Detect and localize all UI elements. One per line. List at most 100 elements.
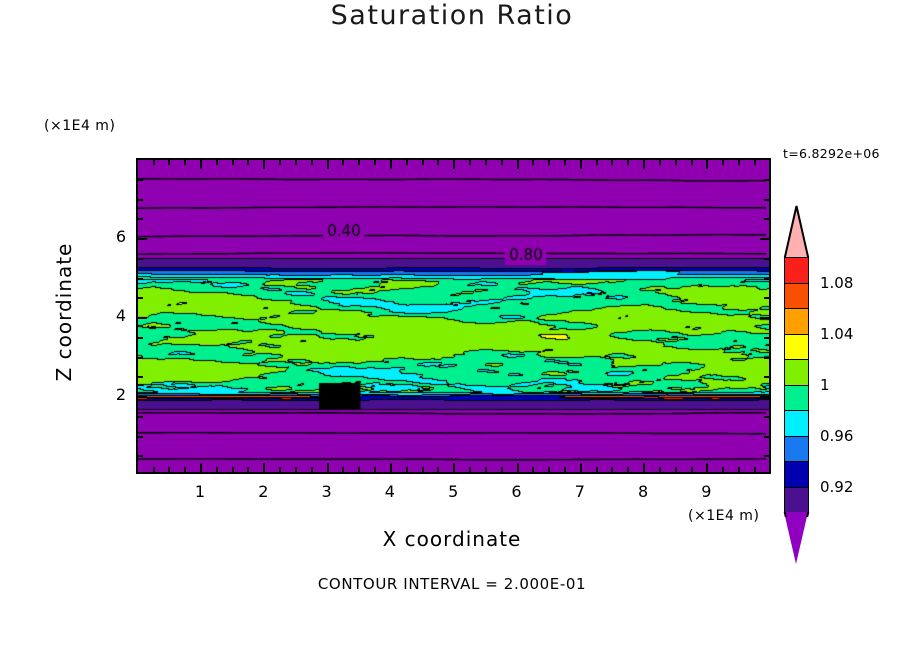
y-axis-title: Z coordinate [52,242,76,382]
axis-tick [437,160,439,165]
colorbar-band [785,436,808,462]
colorbar-bands [784,257,809,514]
axis-tick [764,436,769,438]
axis-tick [453,160,455,169]
axis-tick [643,463,645,472]
x-tick-label: 6 [511,482,522,501]
axis-tick [422,160,424,165]
axis-tick [390,463,392,472]
contour-field-canvas [138,160,769,472]
axis-tick [643,160,645,169]
x-tick-label: 9 [701,482,712,501]
colorbar-band [785,360,808,386]
axis-tick [760,396,769,398]
axis-tick [437,467,439,472]
axis-tick [138,238,147,240]
y-tick-label: 6 [115,227,126,246]
axis-tick [216,467,218,472]
axis-tick [263,463,265,472]
axis-tick [138,199,143,201]
axis-tick [311,467,313,472]
colorbar-tick-label: 0.92 [820,477,854,496]
x-tick-label: 5 [448,482,459,501]
axis-tick [764,416,769,418]
y-axis-unit-label: (×1E4 m) [44,118,116,134]
axis-tick [754,467,756,472]
axis-tick [611,160,613,165]
axis-tick [138,297,143,299]
axis-tick [485,160,487,165]
axis-tick [138,337,143,339]
contour-plot-area [136,158,771,474]
axis-tick [279,160,281,165]
axis-tick [138,376,143,378]
y-tick-label: 4 [115,306,126,325]
axis-tick [232,160,234,165]
axis-tick [764,258,769,260]
x-tick-label: 2 [258,482,269,501]
axis-tick [564,160,566,165]
axis-tick [627,467,629,472]
axis-tick [691,467,693,472]
axis-tick [760,238,769,240]
axis-tick [358,160,360,165]
colorbar-bottom-cap [784,512,808,564]
axis-tick [184,467,186,472]
axis-tick [706,463,708,472]
colorbar-band [785,385,808,411]
x-axis-unit-label: (×1E4 m) [688,508,760,524]
axis-tick [754,160,756,165]
axis-tick [342,467,344,472]
colorbar-band [785,334,808,360]
page-title: Saturation Ratio [330,0,574,31]
axis-tick [580,160,582,169]
colorbar-band [785,283,808,309]
colorbar-band [785,462,808,488]
axis-tick [168,467,170,472]
axis-tick [295,467,297,472]
axis-tick [168,160,170,165]
axis-tick [453,463,455,472]
colorbar-tick-label: 0.96 [820,426,854,445]
y-tick-label: 2 [115,385,126,404]
axis-tick [138,396,147,398]
axis-tick [532,160,534,165]
axis-tick [469,160,471,165]
axis-tick [153,160,155,165]
axis-tick [764,278,769,280]
colorbar-tick-label: 1.04 [820,324,854,343]
x-tick-label: 3 [321,482,332,501]
axis-tick [469,467,471,472]
axis-tick [374,467,376,472]
x-tick-label: 1 [194,482,206,501]
axis-tick [342,160,344,165]
colorbar-band [785,309,808,335]
axis-tick [722,160,724,165]
timestamp-label: t=6.8292e+06 [783,146,880,161]
axis-tick [627,160,629,165]
axis-tick [138,218,143,220]
axis-tick [374,160,376,165]
axis-tick [358,467,360,472]
axis-tick [138,357,143,359]
axis-tick [738,160,740,165]
axis-tick [216,160,218,165]
axis-tick [659,467,661,472]
axis-tick [138,436,143,438]
axis-tick [764,357,769,359]
axis-tick [138,258,143,260]
colorbar-top-cap [784,205,808,257]
axis-tick [764,199,769,201]
axis-tick [659,160,661,165]
colorbar-tick-label: 1.08 [820,273,854,292]
axis-tick [247,160,249,165]
axis-tick [184,160,186,165]
axis-tick [722,467,724,472]
axis-tick [548,467,550,472]
colorbar-band [785,487,808,513]
x-tick-label: 7 [574,482,585,501]
axis-tick [764,376,769,378]
axis-tick [764,179,769,181]
axis-tick [764,218,769,220]
axis-tick [548,160,550,165]
